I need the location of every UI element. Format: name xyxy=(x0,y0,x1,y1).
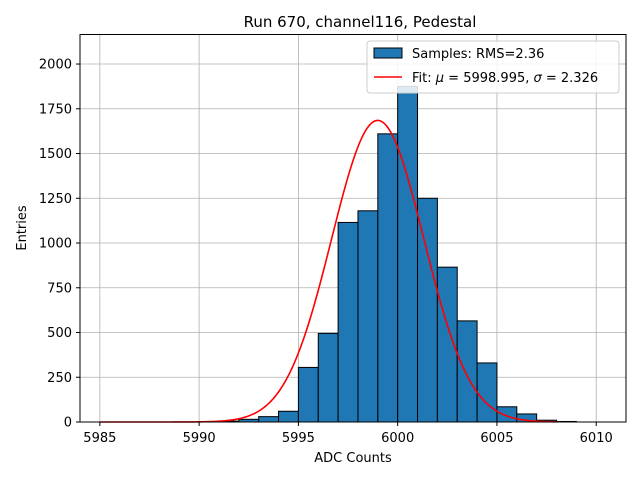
x-axis-ticks: 5985 5990 5995 6000 6005 6010 xyxy=(83,422,613,446)
histogram-bar xyxy=(258,416,280,423)
x-tick-label: 6005 xyxy=(480,431,513,446)
legend-samples-swatch xyxy=(373,47,403,59)
histogram-bar xyxy=(278,410,299,423)
histogram-bar xyxy=(377,133,399,423)
histogram-bar xyxy=(297,366,319,423)
histogram-bar xyxy=(496,406,518,423)
y-tick-label: 1750 xyxy=(39,102,72,117)
histogram-bar xyxy=(397,85,419,423)
chart-title: Run 670, channel116, Pedestal xyxy=(244,13,477,31)
y-tick-label: 0 xyxy=(64,416,72,431)
legend-samples-label: Samples: RMS=2.36 xyxy=(412,47,544,62)
y-tick-label: 250 xyxy=(47,371,72,386)
legend-fit-label-part: = 5998.995, xyxy=(444,71,533,86)
y-axis-ticks: 0 250 500 750 1000 1250 1500 1750 2000 xyxy=(39,58,80,431)
legend-fit-label-part: Fit: xyxy=(412,71,436,86)
plot-frame xyxy=(79,34,627,423)
legend: Samples: RMS=2.36 Fit: μ = 5998.995, σ =… xyxy=(366,40,620,94)
x-tick-label: 6000 xyxy=(381,431,414,446)
legend-fit-sigma-symbol: σ xyxy=(534,71,543,86)
histogram-bar xyxy=(337,221,359,423)
y-tick-label: 750 xyxy=(47,281,72,296)
histogram-bar xyxy=(476,362,498,423)
x-tick-label: 5985 xyxy=(83,431,116,446)
x-tick-label: 5990 xyxy=(183,431,216,446)
x-axis-label: ADC Counts xyxy=(314,451,392,466)
y-tick-label: 1000 xyxy=(39,237,72,252)
x-tick-label: 6010 xyxy=(580,431,613,446)
histogram-bar xyxy=(456,320,478,423)
y-tick-label: 1250 xyxy=(39,192,72,207)
histogram-bar xyxy=(317,332,339,423)
legend-fit-label-part: = 2.326 xyxy=(542,71,598,86)
legend-box xyxy=(366,40,620,94)
histogram-bar xyxy=(417,197,438,423)
y-tick-label: 1500 xyxy=(39,147,72,162)
y-axis-label: Entries xyxy=(15,205,30,251)
histogram-bar xyxy=(357,210,379,423)
y-tick-label: 2000 xyxy=(39,58,72,73)
legend-fit-label: Fit: μ = 5998.995, σ = 2.326 xyxy=(412,71,598,86)
x-tick-label: 5995 xyxy=(282,431,315,446)
legend-fit-mu-symbol: μ xyxy=(435,71,444,86)
y-tick-label: 500 xyxy=(47,326,72,341)
